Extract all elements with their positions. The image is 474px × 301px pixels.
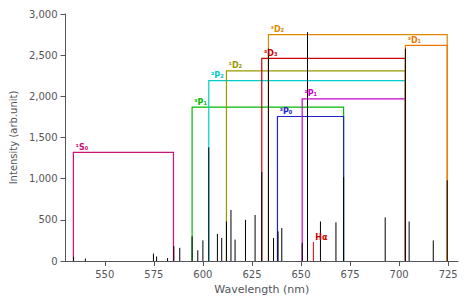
svg-text:1,500: 1,500 [29, 132, 58, 143]
svg-text:1,000: 1,000 [29, 173, 58, 184]
svg-text:500: 500 [38, 214, 57, 225]
svg-text:³D₂: ³D₂ [270, 25, 284, 34]
svg-text:650: 650 [291, 269, 310, 280]
svg-text:2,000: 2,000 [29, 91, 58, 102]
svg-text:²P₂: ²P₂ [211, 71, 224, 80]
svg-text:625: 625 [242, 269, 261, 280]
svg-text:Intensity (arb.unit): Intensity (arb.unit) [8, 91, 19, 185]
svg-text:575: 575 [144, 269, 163, 280]
svg-text:600: 600 [193, 269, 212, 280]
svg-text:³P₀: ³P₀ [279, 107, 292, 116]
svg-text:³D₁: ³D₁ [407, 36, 421, 45]
svg-text:3,000: 3,000 [29, 9, 58, 20]
svg-text:675: 675 [341, 269, 360, 280]
svg-text:550: 550 [95, 269, 114, 280]
svg-text:700: 700 [390, 269, 409, 280]
svg-text:Wavelength (nm): Wavelength (nm) [214, 283, 309, 296]
svg-text:725: 725 [439, 269, 458, 280]
svg-text:0: 0 [51, 256, 57, 267]
svg-text:Hα: Hα [315, 233, 328, 242]
svg-text:³P₁: ³P₁ [194, 98, 207, 107]
svg-text:2,500: 2,500 [29, 50, 58, 61]
svg-text:¹P₁: ¹P₁ [304, 89, 317, 98]
svg-text:¹D₂: ¹D₂ [228, 61, 242, 70]
svg-text:¹S₀: ¹S₀ [75, 143, 88, 152]
svg-text:³D₃: ³D₃ [264, 49, 278, 58]
